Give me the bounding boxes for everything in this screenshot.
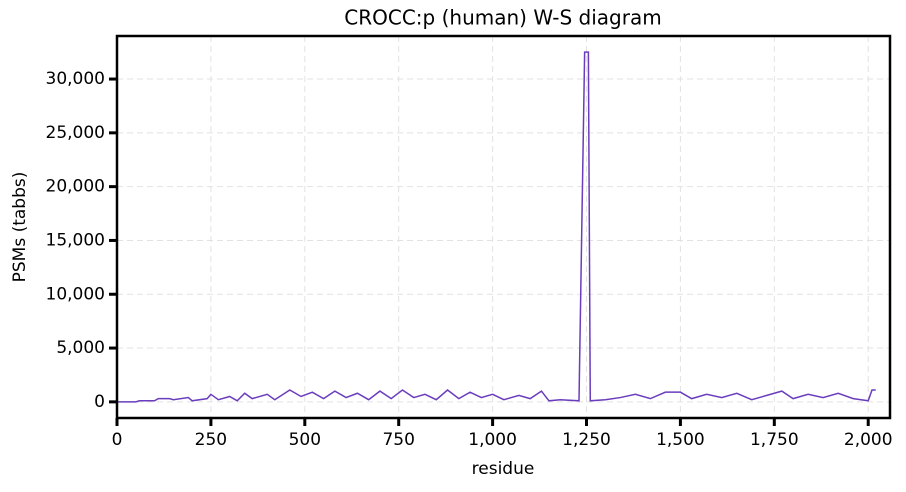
plot-frame (115, 34, 892, 420)
y-axis-label: PSMs (tabbs) (10, 172, 30, 283)
x-tick-label: 2,000 (844, 430, 893, 450)
x-tick-label: 250 (195, 430, 227, 450)
chart-title: CROCC:p (human) W-S diagram (344, 6, 661, 30)
y-tick-label: 15,000 (46, 230, 105, 250)
x-tick-label: 1,500 (656, 430, 705, 450)
x-tick-label: 1,750 (750, 430, 799, 450)
x-tick-label: 750 (382, 430, 414, 450)
y-tick-label: 25,000 (46, 123, 105, 143)
data-line (117, 51, 876, 403)
y-tick-label: 0 (94, 392, 105, 412)
x-tick-label: 0 (112, 430, 123, 450)
x-axis-label: residue (472, 459, 535, 479)
y-tick-label: 30,000 (46, 69, 105, 89)
x-tick-label: 1,000 (468, 430, 517, 450)
y-tick-label: 20,000 (46, 177, 105, 197)
x-tick-label: 1,250 (562, 430, 611, 450)
y-tick-label: 5,000 (56, 338, 105, 358)
x-tick-label: 500 (289, 430, 321, 450)
y-tick-label: 10,000 (46, 284, 105, 304)
